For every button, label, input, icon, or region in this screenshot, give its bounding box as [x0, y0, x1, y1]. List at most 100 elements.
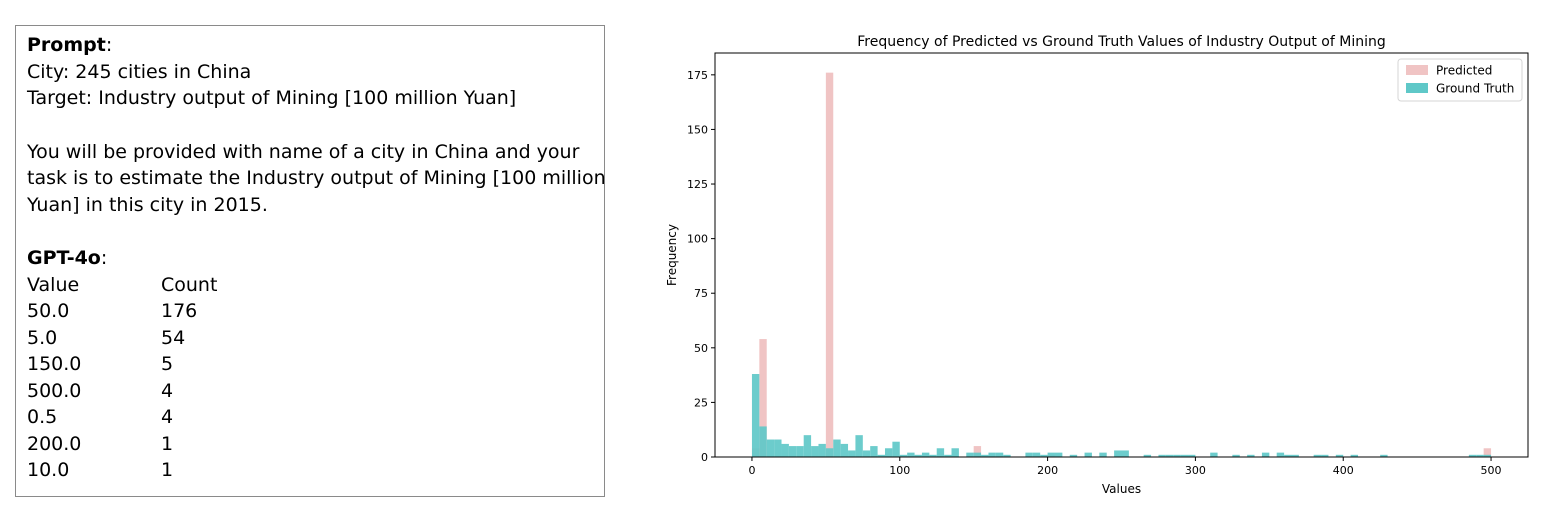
ground-truth-bar: [848, 450, 856, 457]
table-row: 200.0 1: [27, 431, 593, 458]
model-heading: GPT-4o: [27, 247, 101, 269]
ground-truth-bar: [981, 454, 989, 457]
ground-truth-bar: [751, 374, 760, 457]
ground-truth-bar: [766, 439, 775, 457]
prompt-heading: Prompt: [27, 34, 106, 56]
predicted-bar: [973, 446, 982, 457]
ground-truth-bar: [1173, 454, 1181, 457]
ground-truth-bar: [1054, 452, 1063, 457]
ground-truth-bar: [1284, 454, 1292, 457]
ground-truth-bar: [929, 454, 937, 457]
ground-truth-bar: [803, 435, 812, 457]
ground-truth-bar: [788, 446, 797, 457]
y-tick-label: 125: [687, 178, 708, 191]
row-count: 1: [161, 459, 174, 481]
x-tick-label: 0: [748, 464, 755, 477]
ground-truth-bar: [1476, 454, 1484, 457]
row-count: 1: [161, 432, 174, 455]
ground-truth-bar: [796, 446, 804, 457]
ground-truth-bar: [1276, 452, 1285, 457]
ground-truth-bar: [1350, 454, 1359, 457]
y-tick-label: 0: [701, 451, 708, 464]
row-value: 10.0: [27, 459, 70, 481]
table-row: 5.0 54: [27, 325, 593, 352]
chart-title: Frequency of Predicted vs Ground Truth V…: [857, 34, 1386, 50]
ground-truth-bar: [884, 448, 893, 457]
x-tick-label: 400: [1333, 464, 1354, 477]
ground-truth-bar: [892, 441, 900, 457]
ground-truth-bar: [914, 454, 922, 457]
ground-truth-bar: [1313, 454, 1322, 457]
ground-truth-bar: [995, 452, 1004, 457]
legend-swatch: [1406, 83, 1428, 93]
row-value: 500.0: [27, 379, 82, 402]
target-line: Target: Industry output of Mining [100 m…: [27, 87, 517, 109]
task-line: You will be provided with name of a city…: [27, 140, 580, 163]
x-axis-label: Values: [1102, 482, 1141, 496]
ground-truth-bar: [1468, 454, 1477, 457]
y-axis-label: Frequency: [665, 224, 679, 286]
ground-truth-bar: [855, 435, 863, 457]
table-header: Value Count: [27, 272, 593, 299]
table-row: 10.0 1: [27, 457, 593, 484]
row-value: 0.5: [27, 406, 58, 428]
task-line: Yuan] in this city in 2015.: [27, 193, 268, 216]
ground-truth-bar: [1047, 452, 1055, 457]
ground-truth-bar: [862, 450, 871, 457]
ground-truth-bar: [1040, 454, 1048, 457]
predicted-bar: [759, 339, 767, 457]
predicted-bar: [825, 72, 834, 457]
ground-truth-bar: [1158, 454, 1166, 457]
row-value: 200.0: [27, 432, 82, 455]
ground-truth-bar: [1321, 454, 1329, 457]
row-count: 176: [161, 300, 198, 322]
row-count: 4: [161, 379, 174, 402]
ground-truth-bar: [966, 452, 974, 457]
y-tick-label: 75: [694, 287, 708, 300]
legend-box: [1397, 58, 1523, 102]
ground-truth-bar: [1232, 454, 1240, 457]
header-value: Value: [27, 273, 80, 296]
ground-truth-bar: [1210, 452, 1218, 457]
ground-truth-bar: [1032, 452, 1041, 457]
ground-truth-bar: [1483, 454, 1492, 457]
histogram-chart: 0 100 200 300 400 500 0 25 50 75 100 125 150 175 Frequ…: [665, 34, 1529, 496]
y-tick-label: 50: [694, 342, 708, 355]
table-row: 0.5 4: [27, 404, 593, 431]
row-count: 54: [161, 326, 186, 349]
ground-truth-bar: [1069, 454, 1078, 457]
row-count: 5: [161, 353, 174, 375]
x-tick-label: 200: [1037, 464, 1058, 477]
ground-truth-bar: [899, 454, 908, 457]
x-tick-label: 300: [1185, 464, 1206, 477]
ground-truth-bar: [1165, 454, 1174, 457]
y-tick-label: 175: [687, 69, 708, 82]
city-line: City: 245 cities in China: [27, 60, 252, 83]
legend-label: Ground Truth: [1436, 82, 1514, 96]
ground-truth-bar: [1380, 454, 1388, 457]
x-tick-label: 500: [1481, 464, 1502, 477]
ground-truth-bar: [811, 446, 819, 457]
ground-truth-bar: [877, 454, 885, 457]
ground-truth-bar: [1025, 452, 1033, 457]
ground-truth-bar: [1121, 450, 1129, 457]
ground-truth-bar: [973, 452, 982, 457]
ground-truth-bar: [1099, 452, 1107, 457]
ground-truth-bar: [1114, 450, 1122, 457]
ground-truth-bar: [781, 443, 789, 457]
y-tick-label: 25: [694, 396, 708, 409]
ground-truth-bar: [936, 448, 945, 457]
y-tick-label: 100: [687, 233, 708, 246]
ground-truth-bar: [818, 443, 826, 457]
ground-truth-bar: [1247, 454, 1255, 457]
table-row: 50.0 176: [27, 298, 593, 325]
ground-truth-bar: [870, 446, 878, 457]
ground-truth-bar: [1291, 454, 1299, 457]
ground-truth-bar: [1180, 454, 1189, 457]
ground-truth-bar: [944, 454, 952, 457]
ground-truth-bar: [840, 443, 849, 457]
ground-truth-bar: [1003, 454, 1011, 457]
ground-truth-bar: [825, 448, 834, 457]
ground-truth-bar: [907, 452, 915, 457]
prompt-panel: Prompt: City: 245 cities in China Target…: [15, 25, 606, 497]
